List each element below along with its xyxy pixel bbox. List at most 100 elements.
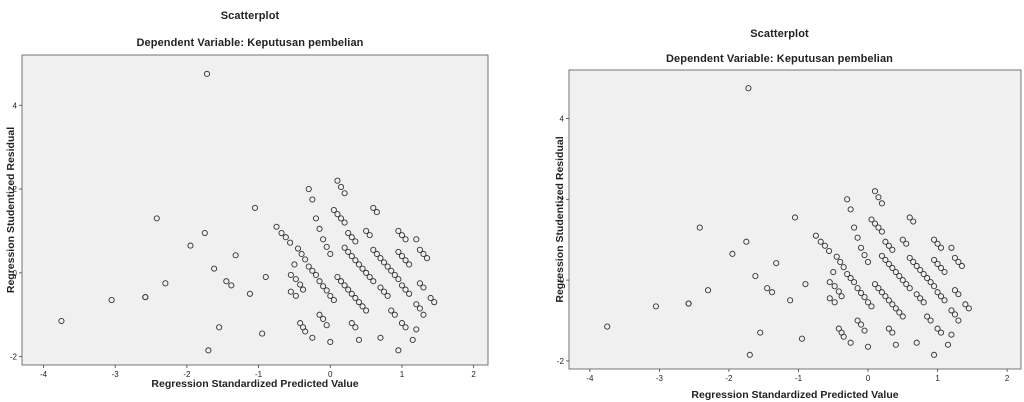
- scatter-point: [327, 292, 334, 299]
- scatter-point: [323, 287, 330, 294]
- scatter-point: [391, 311, 398, 318]
- x-tick-label: -3: [112, 370, 120, 379]
- scatter-point: [370, 246, 377, 253]
- scatter-point: [962, 301, 969, 308]
- scatter-point: [327, 250, 334, 258]
- scatter-point: [58, 317, 65, 325]
- scatter-point: [831, 283, 838, 290]
- scatter-point: [889, 301, 896, 308]
- x-tick-label: 0: [328, 370, 333, 379]
- scatter-point: [292, 276, 299, 283]
- scatter-point: [391, 271, 398, 278]
- scatter-point: [348, 290, 355, 297]
- scatter-point: [297, 281, 304, 288]
- scatter-point: [906, 254, 913, 261]
- scatter-point: [854, 285, 861, 292]
- scatter-point: [934, 240, 941, 247]
- scatter-point: [934, 289, 941, 296]
- scatter-point: [729, 250, 736, 257]
- scatter-point: [910, 218, 917, 225]
- scatter-point: [903, 281, 910, 288]
- scatter-point: [705, 287, 712, 294]
- scatter-point: [878, 200, 885, 207]
- scatter-point: [388, 307, 395, 314]
- scatter-point: [153, 215, 160, 222]
- scatter-point: [287, 271, 294, 278]
- x-tick-label: -4: [40, 370, 48, 379]
- scatter-point: [352, 238, 359, 245]
- scatter-point: [951, 287, 958, 294]
- scatter-point: [402, 236, 409, 243]
- scatter-point: [366, 232, 373, 239]
- scatter-point: [851, 279, 858, 286]
- scatter-point: [875, 285, 882, 292]
- scatter-point: [746, 351, 753, 358]
- scatter-point: [330, 206, 337, 214]
- scatter-point: [352, 324, 359, 331]
- scatter-point: [917, 266, 924, 274]
- scatter-point: [875, 224, 882, 231]
- scatter-point: [305, 186, 312, 193]
- scatter-point: [798, 335, 806, 342]
- scatter-point: [373, 250, 380, 258]
- scatter-point: [764, 285, 771, 292]
- scatter-point: [395, 227, 402, 234]
- scatter-point: [216, 324, 223, 331]
- scatter-point: [835, 288, 842, 295]
- scatter-point: [885, 297, 892, 304]
- scatter-point: [944, 341, 952, 348]
- scatter-point: [380, 259, 388, 266]
- scatter-point: [931, 236, 938, 243]
- scatter-point: [858, 244, 865, 251]
- scatter-point: [420, 250, 427, 258]
- scatter-point: [352, 257, 359, 264]
- y-tick-label: 2: [560, 195, 565, 204]
- scatter-point: [826, 247, 833, 255]
- y-axis-label: Regression Studentized Residual: [5, 127, 17, 293]
- scatter-point: [878, 252, 885, 259]
- scatter-point: [871, 220, 879, 227]
- scatter-point: [871, 281, 879, 288]
- scatter-point: [847, 339, 854, 346]
- scatter-point: [363, 269, 370, 276]
- scatter-point: [910, 258, 917, 265]
- scatter-point: [402, 257, 409, 264]
- scatter-point: [413, 326, 420, 333]
- scatter-point: [337, 183, 345, 191]
- scatter-point: [861, 294, 868, 301]
- scatter-point: [320, 283, 327, 290]
- scatter-point: [431, 299, 438, 306]
- scatter-point: [864, 343, 872, 350]
- scatter-point: [363, 227, 370, 234]
- scatter-point: [931, 351, 938, 358]
- x-tick-label: -1: [255, 370, 263, 379]
- chart-title: Scatterplot: [220, 10, 280, 22]
- scatter-point: [297, 320, 304, 327]
- scatter-point: [278, 229, 285, 237]
- scatter-point: [920, 270, 927, 278]
- y-tick-label: 4: [560, 114, 565, 123]
- scatter-point: [398, 253, 406, 260]
- scatter-point: [802, 281, 809, 288]
- x-tick-label: -4: [586, 374, 594, 383]
- scatter-point: [955, 317, 962, 324]
- scatter-point: [652, 303, 659, 310]
- scatter-point: [223, 278, 230, 285]
- scatter-point: [323, 322, 330, 329]
- scatter-point: [868, 216, 875, 223]
- scatter-point: [833, 253, 840, 260]
- scatter-point: [205, 347, 212, 354]
- scatter-point: [402, 286, 409, 293]
- y-tick-label: 0: [13, 269, 18, 278]
- scatter-point: [903, 240, 910, 247]
- scatter-point: [142, 294, 149, 301]
- scatter-point: [864, 258, 872, 265]
- scatter-point: [312, 215, 319, 222]
- scatter-point: [864, 299, 872, 306]
- scatter-point: [878, 228, 885, 235]
- scatter-point: [287, 288, 294, 295]
- scatter-point: [302, 256, 309, 263]
- scatter-plot-area: -4 -3 -2 -1 0 1 2 -2 0 2 4 Regression Standardized …: [554, 69, 1022, 401]
- scatter-point: [941, 297, 948, 304]
- scatter-point: [830, 268, 837, 276]
